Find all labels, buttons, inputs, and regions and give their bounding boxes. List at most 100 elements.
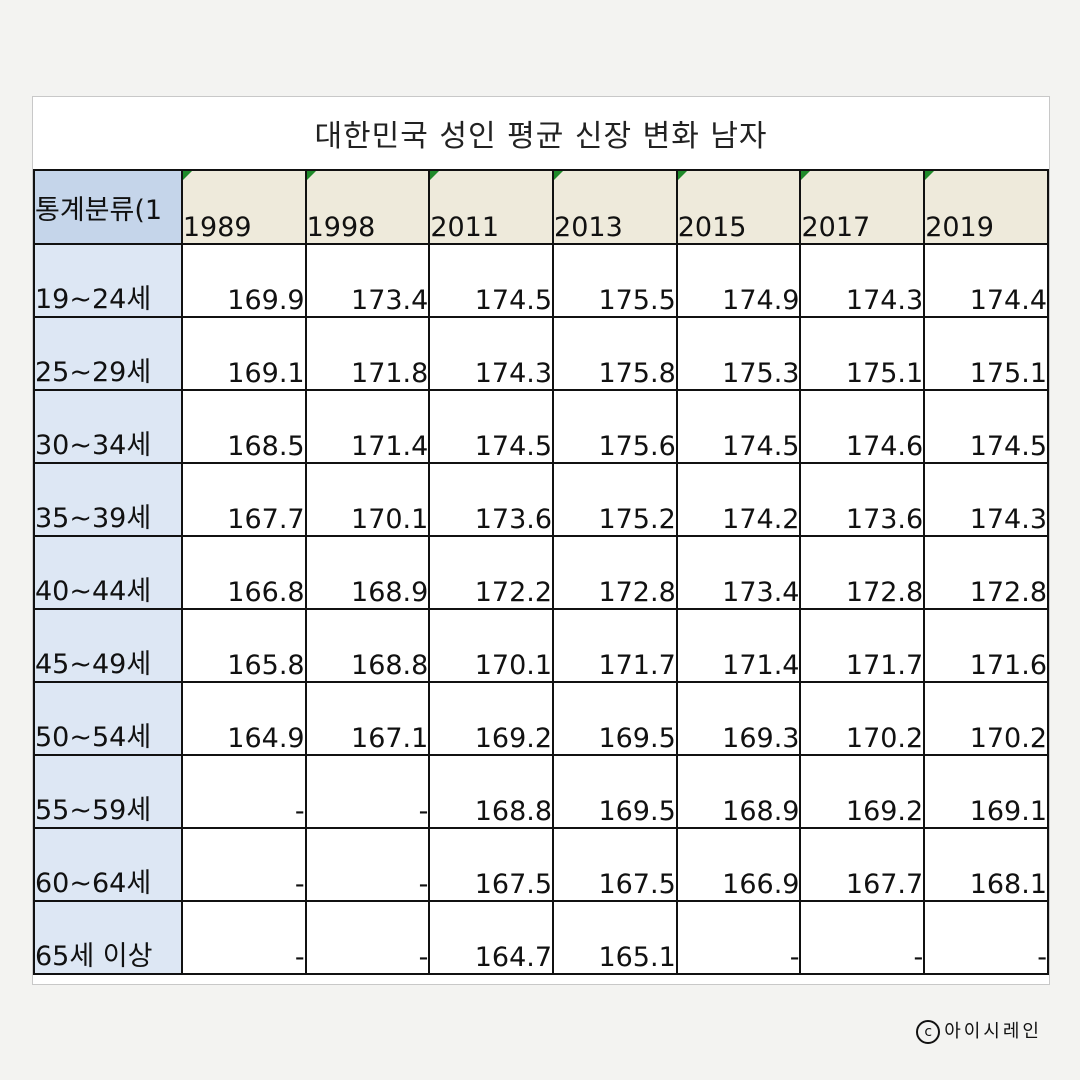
value-cell[interactable]: 169.1 <box>923 754 1049 829</box>
value-cell[interactable]: 171.4 <box>675 608 802 683</box>
year-header-cell[interactable]: 2019 <box>923 169 1049 245</box>
value-cell[interactable]: 172.8 <box>552 535 678 610</box>
value-cell[interactable]: 167.1 <box>304 681 431 756</box>
row-label-cell[interactable]: 30~34세 <box>33 389 183 464</box>
value-cell[interactable]: 169.2 <box>428 681 555 756</box>
value-cell[interactable]: 175.2 <box>552 462 678 537</box>
value-cell[interactable]: 174.4 <box>923 243 1049 318</box>
value-cell[interactable]: 173.6 <box>428 462 555 537</box>
value-cell[interactable]: 172.8 <box>799 535 926 610</box>
row-label-cell[interactable]: 50~54세 <box>33 681 183 756</box>
value-cell[interactable]: 167.7 <box>799 827 926 902</box>
value-cell[interactable]: 175.1 <box>799 316 926 391</box>
value-cell[interactable]: 168.8 <box>428 754 555 829</box>
value-cell[interactable]: 170.2 <box>923 681 1049 756</box>
row-label-cell[interactable]: 19~24세 <box>33 243 183 318</box>
value-cell[interactable]: 169.5 <box>552 754 678 829</box>
value-cell[interactable]: 170.2 <box>799 681 926 756</box>
value-cell[interactable]: 174.2 <box>675 462 802 537</box>
table-row: 19~24세 169.9 173.4 174.5 175.5 174.9 174.3 174.… <box>33 243 1049 318</box>
value-cell[interactable]: 168.9 <box>675 754 802 829</box>
value-cell[interactable]: 167.7 <box>180 462 307 537</box>
year-header-cell[interactable]: 2011 <box>428 169 555 245</box>
value-cell[interactable]: 174.3 <box>799 243 926 318</box>
value-cell[interactable]: - <box>180 900 307 975</box>
row-label-cell[interactable]: 65세 이상 <box>33 900 183 975</box>
value-cell[interactable]: 169.2 <box>799 754 926 829</box>
value-cell[interactable]: 171.6 <box>923 608 1049 683</box>
value-cell[interactable]: - <box>180 827 307 902</box>
value-cell[interactable]: 171.7 <box>799 608 926 683</box>
value-cell[interactable]: 174.9 <box>675 243 802 318</box>
value-cell[interactable]: 169.3 <box>675 681 802 756</box>
value-cell[interactable]: 166.9 <box>675 827 802 902</box>
value-cell[interactable]: 169.1 <box>180 316 307 391</box>
value-cell[interactable]: 173.6 <box>799 462 926 537</box>
row-label-cell[interactable]: 35~39세 <box>33 462 183 537</box>
value-cell[interactable]: 168.1 <box>923 827 1049 902</box>
year-header-cell[interactable]: 2017 <box>799 169 926 245</box>
value-cell[interactable]: 168.5 <box>180 389 307 464</box>
value-cell[interactable]: 169.5 <box>552 681 678 756</box>
value-cell[interactable]: 171.8 <box>304 316 431 391</box>
value-cell[interactable]: 165.1 <box>552 900 678 975</box>
value-cell[interactable]: 168.8 <box>304 608 431 683</box>
value-cell[interactable]: 175.5 <box>552 243 678 318</box>
comment-indicator-icon <box>307 172 316 180</box>
copyright-watermark: c 아이시레인 <box>916 1017 1042 1044</box>
value-cell[interactable]: 173.4 <box>304 243 431 318</box>
year-header-cell[interactable]: 2013 <box>552 169 678 245</box>
value-cell[interactable]: 172.8 <box>923 535 1049 610</box>
value-cell[interactable]: - <box>304 827 431 902</box>
year-header-cell[interactable]: 1989 <box>180 169 307 245</box>
value-cell[interactable]: 172.2 <box>428 535 555 610</box>
corner-header-cell[interactable]: 통계분류(1 <box>33 169 183 245</box>
row-label-cell[interactable]: 55~59세 <box>33 754 183 829</box>
value-cell[interactable]: 171.7 <box>552 608 678 683</box>
table-title: 대한민국 성인 평균 신장 변화 남자 <box>314 119 768 154</box>
value-cell[interactable]: 175.8 <box>552 316 678 391</box>
value-cell[interactable]: 175.3 <box>675 316 802 391</box>
value-cell[interactable]: 174.5 <box>675 389 802 464</box>
row-label-cell[interactable]: 45~49세 <box>33 608 183 683</box>
value-cell[interactable]: 174.3 <box>428 316 555 391</box>
value-cell[interactable]: 169.9 <box>180 243 307 318</box>
value-cell[interactable]: 164.7 <box>428 900 555 975</box>
value-cell[interactable]: 164.9 <box>180 681 307 756</box>
table-row: 55~59세 - -168.8 169.5 168.9 169.2 169.1 <box>33 754 1049 829</box>
value-cell[interactable]: 167.5 <box>552 827 678 902</box>
value-cell[interactable]: 174.3 <box>923 462 1049 537</box>
year-header-cell[interactable]: 2015 <box>675 169 802 245</box>
table-row: 60~64세 - -167.5 167.5 166.9 167.7 168.1 <box>33 827 1049 902</box>
value-cell[interactable]: 174.6 <box>799 389 926 464</box>
value-cell[interactable]: 170.1 <box>304 462 431 537</box>
value-cell[interactable]: 174.5 <box>428 389 555 464</box>
value-cell[interactable]: 174.5 <box>428 243 555 318</box>
comment-indicator-icon <box>926 172 935 180</box>
table-row: 25~29세 169.1 171.8 174.3 175.8 175.3 175.1 175.… <box>33 316 1049 391</box>
value-cell[interactable]: 168.9 <box>304 535 431 610</box>
value-cell[interactable]: - <box>304 754 431 829</box>
value-cell[interactable]: 174.5 <box>923 389 1049 464</box>
row-label-cell[interactable]: 40~44세 <box>33 535 183 610</box>
table-row: 40~44세 166.8 168.9 172.2 172.8 173.4 172.8 172.… <box>33 535 1049 610</box>
value-cell[interactable]: - <box>304 900 431 975</box>
value-cell[interactable]: - <box>799 900 926 975</box>
height-table: 통계분류(1 1989 1998 2011 2013 2015 2017 201… <box>33 169 1049 975</box>
year-header-cell[interactable]: 1998 <box>304 169 431 245</box>
value-cell[interactable]: 175.6 <box>552 389 678 464</box>
row-label-cell[interactable]: 60~64세 <box>33 827 183 902</box>
value-cell[interactable]: 175.1 <box>923 316 1049 391</box>
value-cell[interactable]: 171.4 <box>304 389 431 464</box>
spreadsheet-sheet: 대한민국 성인 평균 신장 변화 남자 통계분류(1 1989 1998 201… <box>32 96 1050 985</box>
value-cell[interactable]: - <box>675 900 802 975</box>
row-label-cell[interactable]: 25~29세 <box>33 316 183 391</box>
value-cell[interactable]: 166.8 <box>180 535 307 610</box>
value-cell[interactable]: - <box>923 900 1049 975</box>
table-row: 30~34세 168.5 171.4 174.5 175.6 174.5 174.6 174.… <box>33 389 1049 464</box>
value-cell[interactable]: 173.4 <box>675 535 802 610</box>
value-cell[interactable]: 165.8 <box>180 608 307 683</box>
value-cell[interactable]: - <box>180 754 307 829</box>
value-cell[interactable]: 170.1 <box>428 608 555 683</box>
value-cell[interactable]: 167.5 <box>428 827 555 902</box>
